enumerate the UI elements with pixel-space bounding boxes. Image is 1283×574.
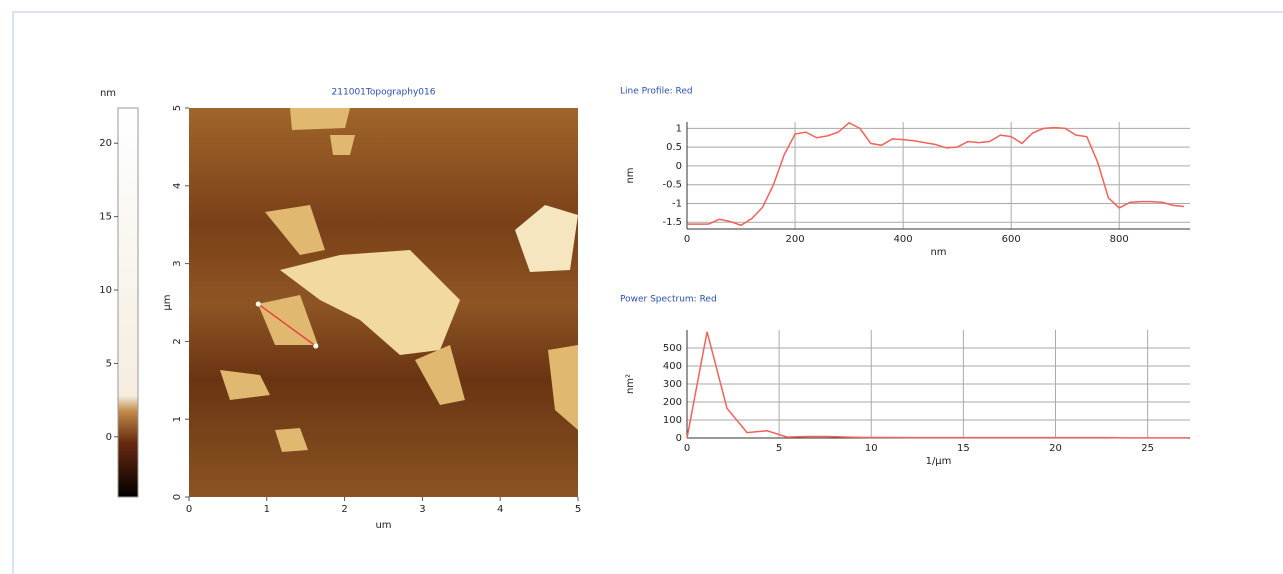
x-tick-label: 25 xyxy=(1141,443,1154,454)
colorbar xyxy=(117,107,139,498)
x-tick-label: 600 xyxy=(1002,234,1021,245)
y-tick-label: 0.5 xyxy=(666,142,682,153)
title: 211001Topography016 xyxy=(332,88,436,98)
x-tick-label: 2 xyxy=(341,504,347,515)
flake xyxy=(280,250,460,355)
x-tick-label: 15 xyxy=(957,443,970,454)
x-tick-label: 4 xyxy=(497,504,503,515)
x-axis-label: um xyxy=(375,520,391,531)
x-tick-label: 20 xyxy=(1049,443,1062,454)
x-tick-label: 10 xyxy=(865,443,878,454)
x-tick-label: 400 xyxy=(894,234,913,245)
x-tick-label: 200 xyxy=(786,234,805,245)
profile-endpoint xyxy=(255,301,261,307)
y-tick-label: 0 xyxy=(676,161,682,172)
flake xyxy=(330,135,355,155)
flakes xyxy=(220,108,578,452)
y-axis-label: nm xyxy=(625,167,636,183)
x-axis-label: nm xyxy=(930,247,946,258)
y-tick-label: 0 xyxy=(676,433,682,444)
flake xyxy=(275,428,308,452)
y-tick-label: 2 xyxy=(172,338,183,344)
x-tick-label: 1 xyxy=(264,504,270,515)
y-tick-label: 1 xyxy=(676,123,682,134)
y-axis-label: µm xyxy=(162,294,173,310)
axis-label: nm xyxy=(100,88,116,99)
title: Power Spectrum: Red xyxy=(620,295,717,305)
y-tick-label: 1 xyxy=(172,416,183,422)
flake xyxy=(415,345,465,405)
x-tick-label: 0 xyxy=(684,443,690,454)
x-tick-label: 800 xyxy=(1110,234,1129,245)
y-tick-label: 4 xyxy=(172,183,183,189)
y-tick-label: 500 xyxy=(663,343,682,354)
y-tick-label: 10 xyxy=(99,285,112,296)
flake xyxy=(548,345,578,430)
y-tick-label: -1.5 xyxy=(662,217,682,228)
x-tick-label: 0 xyxy=(186,504,192,515)
x-tick-label: 0 xyxy=(684,234,690,245)
y-tick-label: -1 xyxy=(672,198,682,209)
flake xyxy=(258,295,318,345)
x-tick-label: 3 xyxy=(419,504,425,515)
data-line xyxy=(687,121,1185,227)
profile-line xyxy=(257,303,317,347)
y-tick-label: 5 xyxy=(106,358,112,369)
flake xyxy=(515,205,578,272)
x-axis-label: 1/µm xyxy=(926,456,952,467)
flake xyxy=(290,108,350,130)
x-tick-label: 5 xyxy=(575,504,581,515)
title: Line Profile: Red xyxy=(620,87,693,97)
flake xyxy=(265,205,325,255)
x-tick-label: 5 xyxy=(776,443,782,454)
y-tick-label: 100 xyxy=(663,415,682,426)
y-tick-label: 3 xyxy=(172,260,183,266)
y-tick-label: 300 xyxy=(663,379,682,390)
profile-endpoint xyxy=(313,343,319,349)
y-tick-label: 400 xyxy=(663,361,682,372)
data-line xyxy=(686,331,1188,439)
y-tick-label: 5 xyxy=(172,105,183,111)
y-tick-label: 15 xyxy=(99,212,112,223)
y-tick-label: 200 xyxy=(663,397,682,408)
y-tick-label: -0.5 xyxy=(662,180,682,191)
flake xyxy=(220,370,270,400)
y-axis-label: nm² xyxy=(625,374,636,394)
y-tick-label: 20 xyxy=(99,138,112,149)
y-tick-label: 0 xyxy=(106,432,112,443)
y-tick-label: 0 xyxy=(172,494,183,500)
